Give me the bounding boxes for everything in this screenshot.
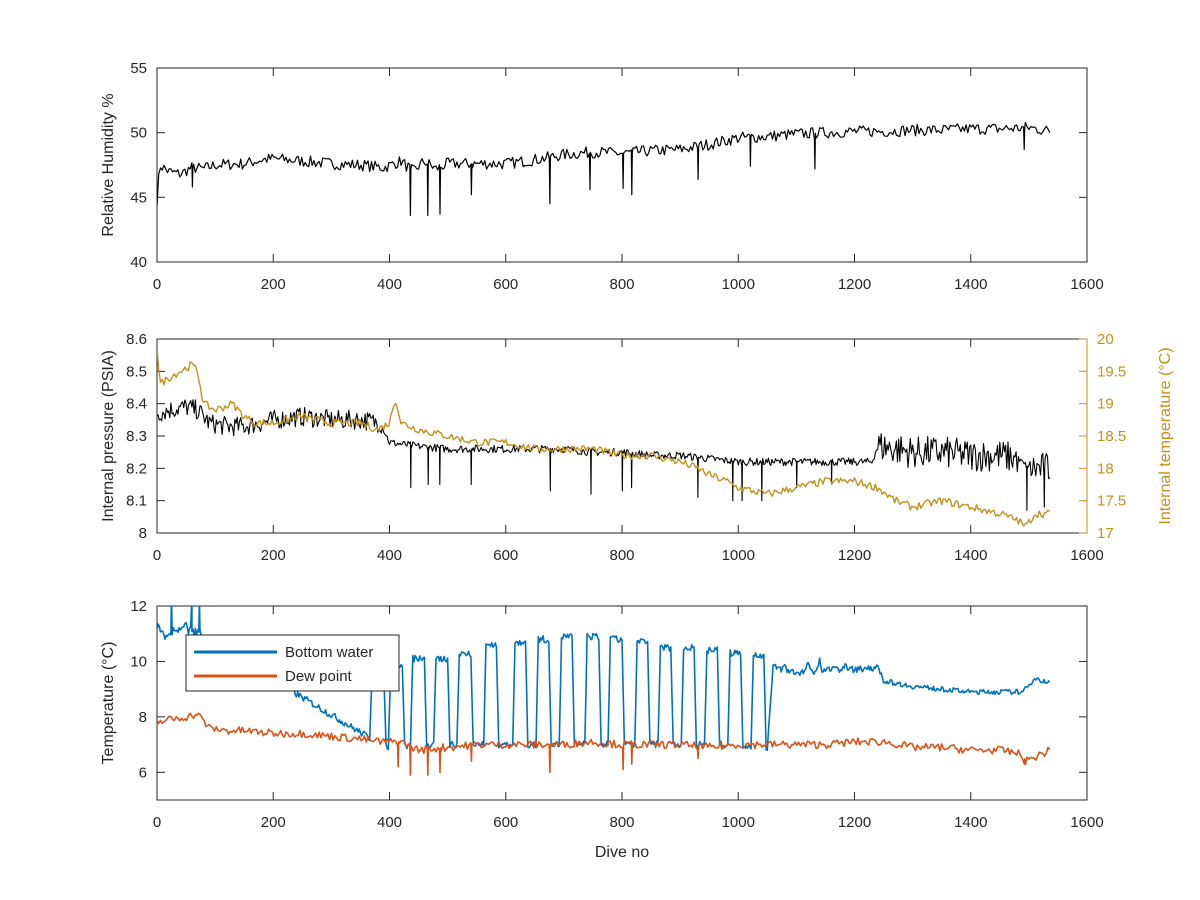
x-tick-label: 200 [261, 547, 286, 564]
y-tick-label: 50 [130, 125, 147, 142]
y2-tick-label: 19 [1097, 396, 1114, 413]
y-axis-label: Temperature (°C) [100, 642, 117, 765]
x-tick-label: 200 [261, 276, 286, 293]
y2-axis-label: Internal temperature (°C) [1157, 347, 1174, 524]
x-tick-label: 800 [609, 276, 634, 293]
axes-1: 0 200 400 600 800 1000 1200 1400 1600 40 45 50 55 Rel… [100, 60, 1104, 293]
x-tick-label: 1200 [838, 814, 871, 831]
y-tick-label: 40 [130, 254, 147, 271]
series-line-relative-humidity [157, 121, 1051, 216]
plot-frame [156, 338, 1088, 534]
legend: Bottom water Dew point [185, 634, 400, 692]
y-tick-label: 8.5 [126, 363, 147, 380]
x-tick-label: 600 [493, 276, 518, 293]
y2-tick-label: 19.5 [1097, 363, 1126, 380]
x-tick-label: 400 [377, 276, 402, 293]
y-tick-label: 45 [130, 189, 147, 206]
x-tick-label: 800 [609, 547, 634, 564]
x-tick-label: 0 [153, 276, 161, 293]
y-tick-label: 8.3 [126, 428, 147, 445]
x-tick-label: 1600 [1070, 547, 1103, 564]
y2-tick-label: 18.5 [1097, 428, 1126, 445]
x-tick-label: 600 [493, 547, 518, 564]
x-tick-label: 1600 [1070, 276, 1103, 293]
x-tick-label: 1000 [722, 276, 755, 293]
x-tick-label: 400 [377, 547, 402, 564]
x-tick-label: 1600 [1070, 814, 1103, 831]
y-tick-label: 8 [139, 525, 147, 542]
x-tick-label: 1200 [838, 547, 871, 564]
y-tick-label: 12 [130, 598, 147, 615]
x-tick-label: 1000 [722, 547, 755, 564]
y2-tick-label: 20 [1097, 331, 1114, 348]
x-tick-label: 1000 [722, 814, 755, 831]
x-tick-label: 1400 [954, 276, 987, 293]
x-tick-label: 600 [493, 814, 518, 831]
plot-frame [156, 67, 1088, 263]
x-tick-label: 0 [153, 547, 161, 564]
y-tick-label: 8.4 [126, 396, 147, 413]
y-tick-label: 8 [139, 709, 147, 726]
y2-tick-label: 17.5 [1097, 493, 1126, 510]
y2-tick-label: 17 [1097, 525, 1114, 542]
y-tick-label: 8.6 [126, 331, 147, 348]
y-axis-label: Relative Humidity % [100, 93, 117, 236]
y-axis-label: Internal pressure (PSIA) [100, 350, 117, 522]
y-tick-label: 55 [130, 60, 147, 77]
legend-box [185, 634, 400, 692]
y-tick-label: 8.1 [126, 493, 147, 510]
x-tick-label: 1200 [838, 276, 871, 293]
x-tick-label: 1400 [954, 547, 987, 564]
legend-label-dew-point: Dew point [285, 668, 353, 685]
series-line-internal-pressure [157, 399, 1051, 511]
x-tick-label: 1400 [954, 814, 987, 831]
y2-tick-label: 18 [1097, 460, 1114, 477]
x-tick-label: 400 [377, 814, 402, 831]
series-line-bottom-water [157, 606, 1051, 751]
y-tick-label: 8.2 [126, 460, 147, 477]
legend-label-bottom-water: Bottom water [285, 644, 373, 661]
y-tick-label: 10 [130, 653, 147, 670]
series-line-internal-temperature [157, 348, 1051, 527]
x-axis-label: Dive no [595, 844, 649, 861]
axes-3: 0 200 400 600 800 1000 1200 1400 1600 6 8 10 12 Tempe… [100, 598, 1104, 861]
x-tick-label: 200 [261, 814, 286, 831]
x-tick-label: 800 [609, 814, 634, 831]
x-tick-label: 0 [153, 814, 161, 831]
y-tick-label: 6 [139, 764, 147, 781]
series-line-dew-point [157, 712, 1051, 776]
axes-2: 0 200 400 600 800 1000 1200 1400 1600 8 8.1 8.2 8.3 8… [100, 331, 1174, 564]
